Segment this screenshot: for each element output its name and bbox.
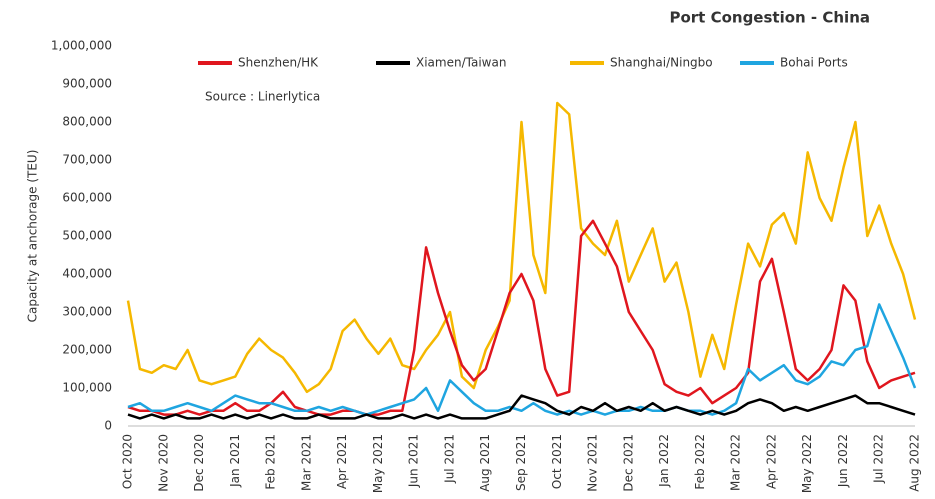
x-tick-label: Dec 2020: [192, 434, 206, 492]
legend-label: Xiamen/Taiwan: [416, 56, 506, 70]
x-tick-label: Feb 2021: [264, 434, 278, 490]
x-tick-label: Oct 2020: [121, 434, 135, 489]
y-tick-label: 1,000,000: [51, 39, 112, 53]
x-tick-label: Apr 2021: [335, 434, 349, 489]
y-tick-label: 400,000: [62, 267, 112, 281]
x-tick-label: Apr 2022: [764, 434, 778, 489]
y-tick-label: 600,000: [62, 191, 112, 205]
y-tick-label: 800,000: [62, 115, 112, 129]
x-tick-label: Jul 2021: [442, 434, 456, 484]
x-tick-label: Nov 2021: [586, 434, 600, 492]
x-tick-label: Sep 2021: [514, 434, 528, 491]
x-tick-label: Oct 2021: [550, 434, 564, 489]
series-line: [127, 394, 916, 420]
chart-title: Port Congestion - China: [669, 9, 870, 27]
legend-label: Shanghai/Ningbo: [610, 56, 713, 70]
x-tick-label: Jan 2021: [228, 434, 242, 488]
x-tick-label: Jun 2022: [836, 434, 850, 488]
x-tick-label: Jan 2022: [657, 434, 671, 488]
y-tick-label: 300,000: [62, 305, 112, 319]
x-tick-label: Dec 2021: [621, 434, 635, 492]
x-tick-label: May 2021: [371, 434, 385, 493]
x-tick-label: Aug 2021: [478, 434, 492, 492]
x-tick-label: Jul 2022: [872, 434, 886, 484]
y-tick-label: 200,000: [62, 343, 112, 357]
series-line: [126, 101, 917, 394]
legend-label: Bohai Ports: [780, 56, 848, 70]
x-tick-label: Nov 2020: [156, 434, 170, 492]
x-tick-label: Jun 2021: [407, 434, 421, 488]
x-tick-label: Feb 2022: [693, 434, 707, 490]
y-axis-label: Capacity at anchorage (TEU): [26, 150, 40, 323]
y-tick-label: 700,000: [62, 153, 112, 167]
x-tick-label: May 2022: [800, 434, 814, 493]
series-line: [127, 219, 916, 416]
y-tick-label: 100,000: [62, 381, 112, 395]
annotation: Source : Linerlytica: [205, 90, 320, 104]
legend-label: Shenzhen/HK: [238, 56, 319, 70]
x-tick-label: Mar 2022: [729, 434, 743, 491]
series-line: [127, 303, 917, 416]
x-tick-label: Mar 2021: [299, 434, 313, 491]
y-tick-label: 500,000: [62, 229, 112, 243]
x-tick-label: Aug 2022: [908, 434, 922, 492]
y-tick-label: 900,000: [62, 77, 112, 91]
y-tick-label: 0: [104, 419, 112, 433]
